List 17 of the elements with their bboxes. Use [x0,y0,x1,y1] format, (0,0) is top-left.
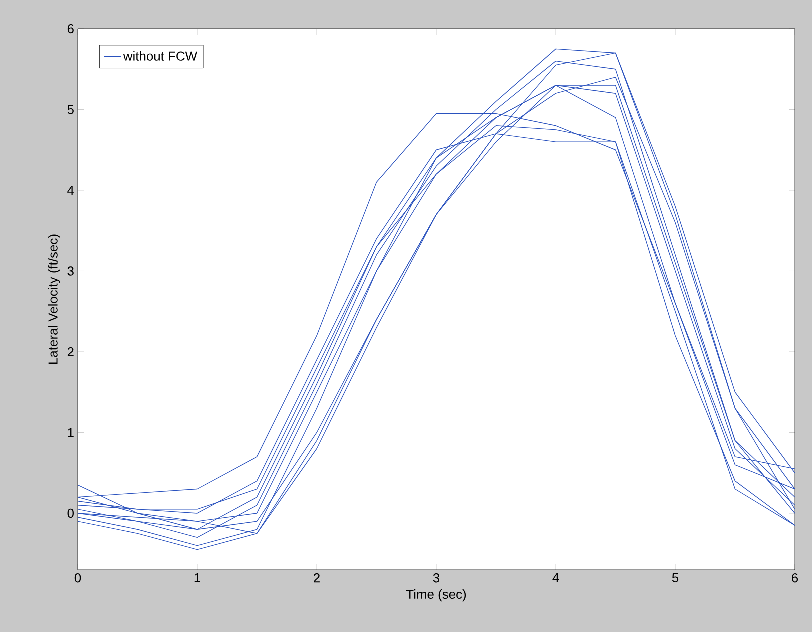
x-tick-label: 3 [433,574,440,583]
y-tick-label: 4 [68,186,74,195]
y-tick-label: 3 [68,266,74,276]
y-tick-label: 0 [68,508,74,518]
legend-label: without FCW [123,51,198,61]
x-tick-label: 1 [194,574,200,582]
y-tick-label: 2 [68,347,74,357]
y-tick-label: 1 [68,428,74,438]
x-tick-label: 4 [552,574,560,582]
x-tick-label: 0 [74,574,82,583]
y-tick-label: 5 [68,105,74,114]
y-axis-title: Lateral Velocity (ft/sec) [48,234,60,364]
x-tick-label: 6 [792,574,798,583]
x-tick-label: 5 [672,574,679,583]
y-tick-label: 6 [68,24,74,34]
x-tick-label: 2 [314,574,320,583]
x-axis-title: Time (sec) [406,590,466,602]
